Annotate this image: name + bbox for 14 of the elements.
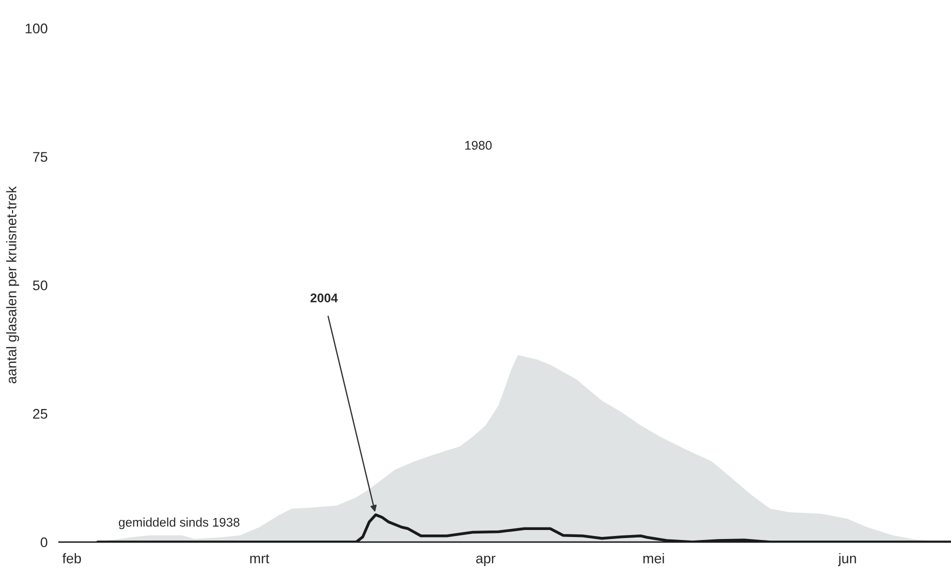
text: 2004 xyxy=(310,293,338,302)
y-tick-label: 50 xyxy=(32,280,48,290)
x-tick-label: mei xyxy=(643,553,664,564)
y-tick-label: 25 xyxy=(33,408,48,419)
annotation: 1980 xyxy=(465,140,492,150)
y-tick-label: 100 xyxy=(26,24,48,34)
y-tick-label: 75 xyxy=(33,152,48,162)
x-tick-label: mrt xyxy=(250,554,270,564)
x-tick-label: jun xyxy=(838,553,856,566)
x-tick-label: feb xyxy=(62,553,81,564)
series-label: gemiddeld sinds 1938 xyxy=(118,518,240,530)
y-axis-title: aantal glasalen per kruisnet-trek xyxy=(6,186,20,384)
y-tick-label: 0 xyxy=(40,537,48,548)
x-tick-label: apr xyxy=(476,556,496,566)
